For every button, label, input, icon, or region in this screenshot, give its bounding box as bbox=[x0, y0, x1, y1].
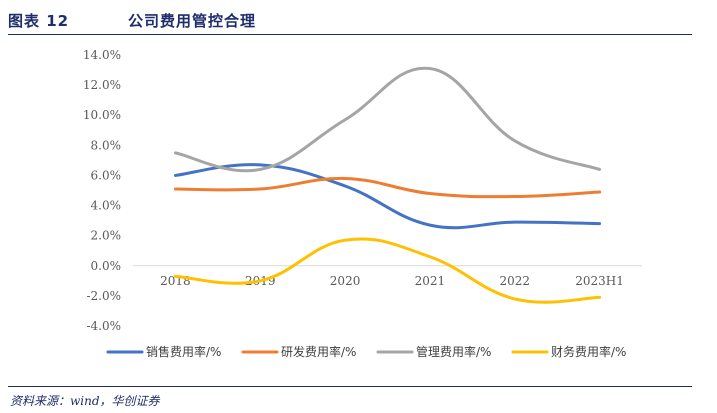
bottom-rule bbox=[8, 386, 692, 387]
legend-label: 研发费用率/% bbox=[281, 344, 356, 359]
series-line-1 bbox=[173, 163, 602, 230]
y-tick-label: 12.0% bbox=[83, 78, 121, 92]
series-line-4 bbox=[173, 237, 602, 304]
y-tick-label: -4.0% bbox=[86, 319, 121, 333]
series-line-3 bbox=[173, 66, 602, 173]
y-tick-label: 6.0% bbox=[91, 168, 122, 182]
x-tick-label: 2022 bbox=[499, 274, 530, 288]
y-axis-ticks: -4.0% -2.0% 0.0% 2.0% 4.0% 6.0% 8.0% 10.0% 12.0%… bbox=[83, 48, 121, 333]
legend-label: 销售费用率/% bbox=[146, 344, 221, 359]
figure-title: 公司费用管控合理 bbox=[128, 12, 257, 30]
x-tick-label: 2023H1 bbox=[575, 274, 624, 288]
x-tick-label: 2021 bbox=[415, 274, 446, 288]
series-line-2 bbox=[173, 176, 602, 199]
y-tick-label: -2.0% bbox=[86, 289, 121, 303]
figure-label: 图表 12 bbox=[8, 12, 70, 30]
y-tick-label: 0.0% bbox=[91, 259, 122, 273]
figure-header: 图表 12 公司费用管控合理 bbox=[8, 10, 692, 38]
y-tick-label: 14.0% bbox=[83, 48, 121, 62]
top-rule bbox=[8, 34, 692, 35]
x-tick-label: 2020 bbox=[330, 274, 361, 288]
y-tick-label: 4.0% bbox=[91, 199, 122, 213]
series-lines bbox=[173, 66, 602, 304]
y-tick-label: 2.0% bbox=[91, 229, 122, 243]
legend: 销售费用率/% 研发费用率/% 管理费用率/% 财务费用率/% bbox=[106, 344, 626, 359]
legend-label: 财务费用率/% bbox=[551, 344, 626, 359]
legend-label: 管理费用率/% bbox=[416, 344, 491, 359]
y-tick-label: 8.0% bbox=[91, 138, 122, 152]
x-axis-ticks: 2018 2019 2020 2021 2022 2023H1 bbox=[160, 274, 624, 288]
y-tick-label: 10.0% bbox=[83, 108, 121, 122]
source-note: 资料来源：wind，华创证券 bbox=[10, 394, 160, 408]
